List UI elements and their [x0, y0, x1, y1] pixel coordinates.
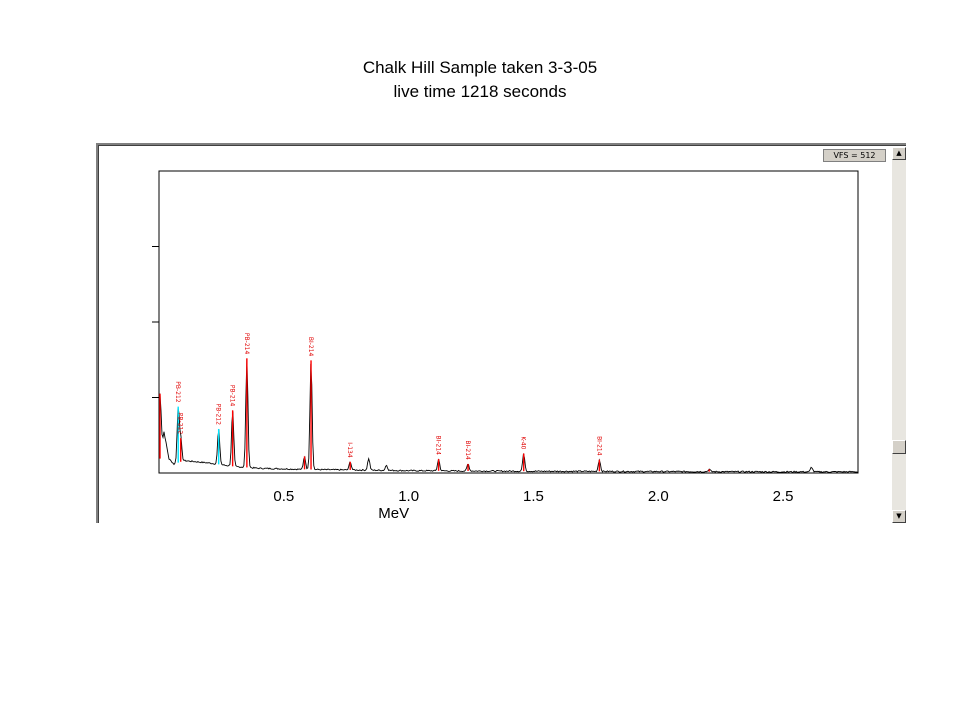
- spectrum-window-frame: [98, 145, 906, 523]
- vertical-scrollbar[interactable]: ▲ ▼: [892, 147, 906, 523]
- peak-label: K-40: [520, 436, 527, 449]
- plot-frame: [158, 170, 859, 474]
- peak-label: I-134: [346, 442, 353, 458]
- scroll-thumb[interactable]: [892, 440, 906, 454]
- spectrum-window: 0.5 1.0 1.5 2.0 2.5 MeV PB-212 PB-212 PB-212 PB-2…: [96, 143, 906, 523]
- peak-label: PB-212: [177, 413, 184, 435]
- spectrum-chart: 0.5 1.0 1.5 2.0 2.5 MeV PB-212 PB-212 PB-212 PB-2…: [152, 170, 859, 521]
- scroll-down-button[interactable]: ▼: [892, 510, 906, 523]
- x-axis-title: MeV: [378, 505, 409, 521]
- x-tick-label: 2.5: [773, 488, 794, 505]
- x-tick-label: 0.5: [273, 488, 294, 505]
- x-tick-label: 2.0: [648, 488, 669, 505]
- peak-label: PB-214: [229, 385, 236, 407]
- slide-title-line2: live time 1218 seconds: [393, 82, 567, 101]
- peak-label: BI-214: [435, 436, 442, 456]
- x-tick-label: 1.5: [523, 488, 544, 505]
- x-tick-label: 1.0: [398, 488, 419, 505]
- peak-label: PB-212: [174, 381, 181, 403]
- peak-label: PB-212: [215, 404, 222, 426]
- slide-title-line1: Chalk Hill Sample taken 3-3-05: [362, 58, 598, 77]
- scroll-up-button[interactable]: ▲: [892, 147, 906, 160]
- peak-label: BI-214: [464, 440, 471, 460]
- peak-label: BI-214: [307, 337, 314, 357]
- spectrum-line: [158, 358, 859, 474]
- peak-label: PB-214: [243, 333, 250, 355]
- peak-label: BI-214: [595, 436, 602, 456]
- vfs-indicator: VFS = 512: [823, 149, 886, 162]
